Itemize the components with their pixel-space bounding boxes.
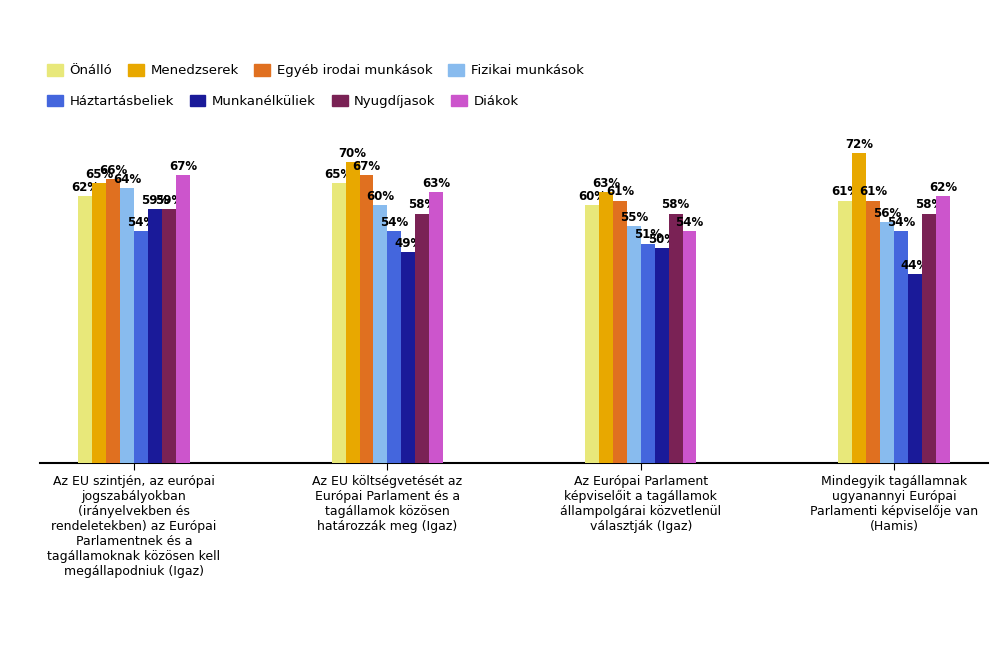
Bar: [654, 248, 668, 463]
Text: 51%: 51%: [634, 229, 662, 241]
Text: 61%: 61%: [859, 186, 887, 198]
Bar: [332, 183, 346, 463]
Text: 60%: 60%: [578, 190, 606, 203]
Bar: [839, 201, 853, 463]
Text: 64%: 64%: [113, 173, 141, 186]
Text: 61%: 61%: [606, 186, 634, 198]
Bar: [613, 201, 627, 463]
Text: 66%: 66%: [99, 164, 127, 177]
Bar: [415, 214, 429, 463]
Bar: [585, 205, 599, 463]
Bar: [346, 162, 360, 463]
Bar: [148, 209, 162, 463]
Bar: [599, 192, 613, 463]
Text: 58%: 58%: [661, 198, 689, 212]
Bar: [120, 188, 134, 463]
Legend: Háztartásbeliek, Munkanélküliek, Nyugdíjasok, Diákok: Háztartásbeliek, Munkanélküliek, Nyugdíj…: [47, 95, 519, 108]
Bar: [668, 214, 682, 463]
Text: 44%: 44%: [901, 258, 929, 272]
Bar: [627, 226, 641, 463]
Text: 58%: 58%: [408, 198, 436, 212]
Bar: [374, 205, 387, 463]
Text: 65%: 65%: [85, 169, 113, 181]
Bar: [387, 231, 401, 463]
Text: 62%: 62%: [928, 181, 957, 194]
Bar: [853, 153, 866, 463]
Bar: [79, 196, 93, 463]
Bar: [134, 231, 148, 463]
Text: 54%: 54%: [380, 215, 408, 229]
Text: 50%: 50%: [647, 233, 675, 246]
Text: 63%: 63%: [422, 177, 451, 190]
Bar: [93, 183, 106, 463]
Bar: [880, 222, 894, 463]
Text: 59%: 59%: [155, 194, 183, 207]
Text: 58%: 58%: [915, 198, 943, 212]
Text: 49%: 49%: [394, 237, 422, 250]
Text: 67%: 67%: [168, 160, 197, 173]
Text: 54%: 54%: [887, 215, 915, 229]
Bar: [935, 196, 950, 463]
Text: 62%: 62%: [72, 181, 100, 194]
Text: 63%: 63%: [592, 177, 620, 190]
Bar: [429, 192, 444, 463]
Bar: [894, 231, 908, 463]
Text: 61%: 61%: [832, 186, 860, 198]
Text: 54%: 54%: [675, 215, 704, 229]
Text: 60%: 60%: [366, 190, 394, 203]
Text: 55%: 55%: [620, 212, 648, 224]
Text: 72%: 72%: [846, 138, 873, 151]
Text: 54%: 54%: [127, 215, 155, 229]
Bar: [162, 209, 175, 463]
Bar: [360, 175, 374, 463]
Bar: [401, 253, 415, 463]
Bar: [175, 175, 190, 463]
Text: 70%: 70%: [339, 147, 367, 160]
Text: 65%: 65%: [325, 169, 353, 181]
Bar: [908, 274, 922, 463]
Text: 56%: 56%: [873, 207, 901, 220]
Bar: [682, 231, 697, 463]
Bar: [866, 201, 880, 463]
Text: 59%: 59%: [141, 194, 169, 207]
Bar: [922, 214, 935, 463]
Bar: [641, 243, 654, 463]
Text: 67%: 67%: [353, 160, 381, 173]
Bar: [106, 179, 120, 463]
